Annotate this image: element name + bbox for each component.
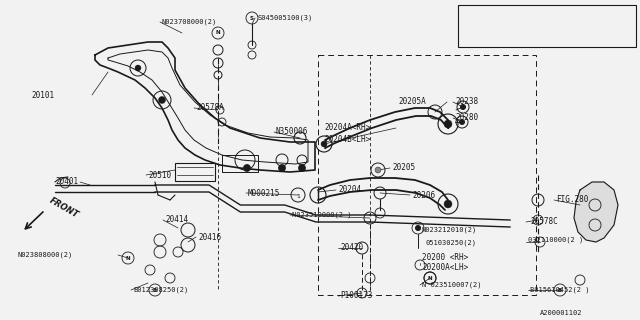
- Text: B012308250(2): B012308250(2): [133, 287, 188, 293]
- Text: 20101: 20101: [32, 91, 55, 100]
- Text: N: N: [216, 30, 220, 36]
- Polygon shape: [574, 182, 618, 242]
- Text: 20200 <RH>: 20200 <RH>: [422, 253, 468, 262]
- Circle shape: [460, 119, 465, 124]
- Text: N: N: [416, 226, 420, 230]
- Text: N350006: N350006: [275, 127, 307, 137]
- Circle shape: [444, 200, 452, 208]
- Text: B: B: [558, 287, 562, 292]
- Text: 20280: 20280: [455, 114, 478, 123]
- Text: 20578C: 20578C: [530, 218, 557, 227]
- Text: 20204: 20204: [338, 186, 361, 195]
- Text: P100173: P100173: [340, 292, 372, 300]
- Circle shape: [159, 97, 166, 103]
- Text: 20204B<LH>: 20204B<LH>: [324, 134, 371, 143]
- Text: FIG.280: FIG.280: [556, 196, 588, 204]
- Text: 20510: 20510: [148, 171, 171, 180]
- Circle shape: [415, 226, 420, 230]
- Text: B015610452(2 ): B015610452(2 ): [530, 287, 589, 293]
- Circle shape: [278, 164, 285, 172]
- Text: FRONT: FRONT: [48, 196, 81, 220]
- Text: 1: 1: [466, 23, 470, 29]
- Text: 20420: 20420: [340, 244, 363, 252]
- Text: ( -04MY0308): ( -04MY0308): [556, 14, 604, 20]
- Circle shape: [375, 167, 381, 173]
- Text: N023708000(2): N023708000(2): [162, 19, 217, 25]
- Text: B: B: [153, 287, 157, 292]
- Circle shape: [243, 164, 250, 172]
- Bar: [318, 55, 536, 295]
- Text: 20578A: 20578A: [196, 103, 224, 113]
- Text: 1: 1: [296, 194, 300, 198]
- Text: N 023510007(2): N 023510007(2): [422, 282, 481, 288]
- Text: N: N: [428, 276, 432, 281]
- Text: A200001102: A200001102: [540, 310, 582, 316]
- Text: 20416: 20416: [198, 233, 221, 242]
- Text: S: S: [250, 15, 254, 20]
- Text: M000228: M000228: [511, 14, 541, 20]
- Text: (04MY0309-   >: (04MY0309- >: [556, 28, 612, 34]
- Text: N: N: [125, 255, 131, 260]
- Text: 20238: 20238: [455, 98, 478, 107]
- Text: N023808000(2): N023808000(2): [18, 252, 73, 258]
- Text: 20414: 20414: [165, 215, 188, 225]
- Text: S045005100(3): S045005100(3): [258, 15, 313, 21]
- Text: 20205: 20205: [392, 164, 415, 172]
- Circle shape: [444, 120, 452, 128]
- Text: N023212010(2): N023212010(2): [422, 227, 477, 233]
- Bar: [175, 163, 215, 181]
- Circle shape: [298, 164, 305, 172]
- Circle shape: [321, 141, 327, 147]
- Text: 20205A: 20205A: [398, 98, 426, 107]
- Text: 20206: 20206: [412, 190, 435, 199]
- Text: N023510000(2 ): N023510000(2 ): [292, 212, 351, 218]
- Text: 20204A<RH>: 20204A<RH>: [324, 124, 371, 132]
- Circle shape: [461, 105, 465, 109]
- Text: M000215: M000215: [248, 188, 280, 197]
- Text: 051030250(2): 051030250(2): [426, 240, 477, 246]
- Text: M000264: M000264: [511, 28, 541, 34]
- Text: 20401: 20401: [55, 178, 78, 187]
- Text: 032110000(2 ): 032110000(2 ): [528, 237, 583, 243]
- Bar: [458, 5, 636, 47]
- Text: 20200A<LH>: 20200A<LH>: [422, 263, 468, 273]
- Circle shape: [135, 65, 141, 71]
